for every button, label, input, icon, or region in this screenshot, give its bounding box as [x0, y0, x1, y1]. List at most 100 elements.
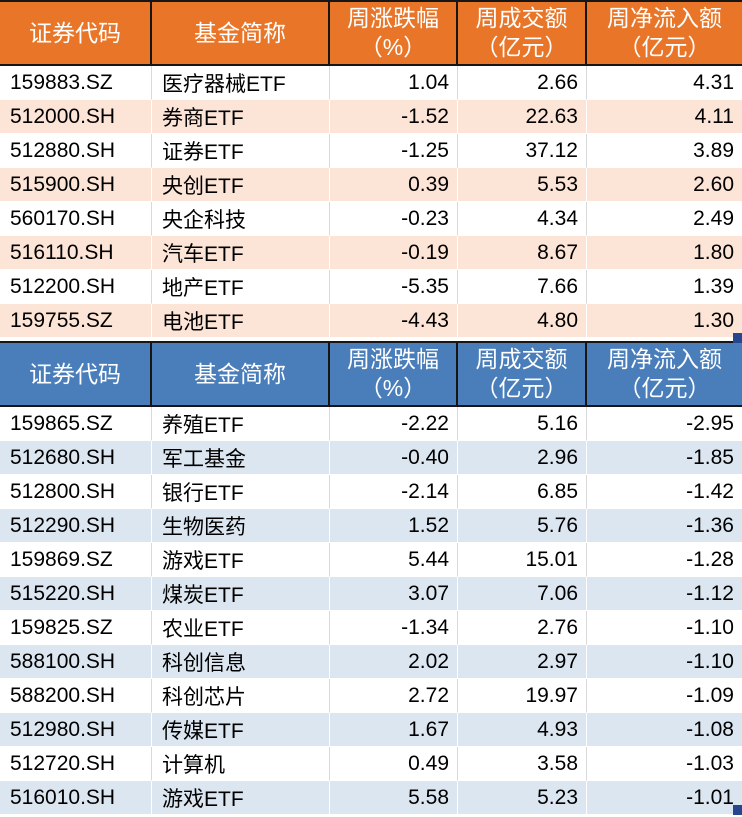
- fund-name-cell: 银行ETF: [152, 475, 330, 509]
- weekly-net-flow-cell: -1.10: [587, 645, 742, 679]
- table-row: 512720.SH 计算机 0.49 3.58 -1.03: [0, 747, 742, 781]
- weekly-change-cell: -2.14: [330, 475, 458, 509]
- col-header-label: 周涨跌幅: [347, 346, 439, 372]
- weekly-change-cell: 1.52: [330, 509, 458, 543]
- col-header-label: 周净流入额: [607, 346, 722, 372]
- fund-name-cell: 计算机: [152, 747, 330, 781]
- security-code-cell: 159869.SZ: [0, 543, 152, 577]
- security-code-cell: 512680.SH: [0, 441, 152, 475]
- col-header-sub: （%）: [359, 375, 427, 401]
- table-row: 512880.SH 证券ETF -1.25 37.12 3.89: [0, 134, 742, 168]
- security-code-cell: 515220.SH: [0, 577, 152, 611]
- weekly-change-cell: -0.19: [330, 236, 458, 270]
- fund-name-cell: 煤炭ETF: [152, 577, 330, 611]
- security-code-cell: 516010.SH: [0, 781, 152, 815]
- table-row: 159883.SZ 医疗器械ETF 1.04 2.66 4.31: [0, 66, 742, 100]
- weekly-change-cell: 3.07: [330, 577, 458, 611]
- weekly-net-flow-cell: 2.60: [587, 168, 742, 202]
- net-inflow-table: 证券代码 基金简称 周涨跌幅 （%） 周成交额 （亿元） 周净流入额 （: [0, 0, 742, 338]
- security-code-cell: 512720.SH: [0, 747, 152, 781]
- fund-name-cell: 农业ETF: [152, 611, 330, 645]
- col-header-label: 周净流入额: [607, 5, 722, 31]
- security-code-cell: 512880.SH: [0, 134, 152, 168]
- col-header-security-code: 证券代码: [0, 341, 152, 407]
- weekly-turnover-cell: 2.66: [458, 66, 587, 100]
- table-row: 159869.SZ 游戏ETF 5.44 15.01 -1.28: [0, 543, 742, 577]
- fund-name-cell: 生物医药: [152, 509, 330, 543]
- weekly-turnover-cell: 5.23: [458, 781, 587, 815]
- security-code-cell: 512980.SH: [0, 713, 152, 747]
- weekly-net-flow-cell: -1.03: [587, 747, 742, 781]
- weekly-net-flow-cell: -2.95: [587, 407, 742, 441]
- col-header-weekly-net-flow: 周净流入额 （亿元）: [587, 341, 742, 407]
- table-separator: [0, 338, 742, 341]
- weekly-turnover-cell: 3.58: [458, 747, 587, 781]
- weekly-net-flow-cell: 1.39: [587, 270, 742, 304]
- weekly-net-flow-cell: 1.80: [587, 236, 742, 270]
- weekly-turnover-cell: 4.93: [458, 713, 587, 747]
- inflow-header-row: 证券代码 基金简称 周涨跌幅 （%） 周成交额 （亿元） 周净流入额 （: [0, 0, 742, 66]
- security-code-cell: 512290.SH: [0, 509, 152, 543]
- table-row: 159825.SZ 农业ETF -1.34 2.76 -1.10: [0, 611, 742, 645]
- weekly-net-flow-cell: -1.85: [587, 441, 742, 475]
- fund-name-cell: 央创ETF: [152, 168, 330, 202]
- fund-name-cell: 科创芯片: [152, 679, 330, 713]
- weekly-turnover-cell: 5.53: [458, 168, 587, 202]
- weekly-net-flow-cell: -1.10: [587, 611, 742, 645]
- table-row: 159865.SZ 养殖ETF -2.22 5.16 -2.95: [0, 407, 742, 441]
- weekly-turnover-cell: 15.01: [458, 543, 587, 577]
- weekly-change-cell: -4.43: [330, 304, 458, 338]
- col-header-sub: （亿元）: [618, 375, 711, 401]
- col-header-sub: （亿元）: [475, 375, 568, 401]
- weekly-change-cell: 0.39: [330, 168, 458, 202]
- weekly-change-cell: -0.40: [330, 441, 458, 475]
- table-row: 588200.SH 科创芯片 2.72 19.97 -1.09: [0, 679, 742, 713]
- weekly-net-flow-cell: 1.30: [587, 304, 742, 338]
- fund-name-cell: 汽车ETF: [152, 236, 330, 270]
- weekly-turnover-cell: 19.97: [458, 679, 587, 713]
- weekly-turnover-cell: 6.85: [458, 475, 587, 509]
- weekly-turnover-cell: 22.63: [458, 100, 587, 134]
- fund-name-cell: 军工基金: [152, 441, 330, 475]
- weekly-net-flow-cell: 4.31: [587, 66, 742, 100]
- selection-drag-handle[interactable]: [733, 333, 742, 343]
- security-code-cell: 512800.SH: [0, 475, 152, 509]
- weekly-turnover-cell: 8.67: [458, 236, 587, 270]
- table-row: 159755.SZ 电池ETF -4.43 4.80 1.30: [0, 304, 742, 338]
- col-header-weekly-net-flow: 周净流入额 （亿元）: [587, 0, 742, 66]
- col-header-weekly-turnover: 周成交额 （亿元）: [458, 0, 587, 66]
- weekly-change-cell: -5.35: [330, 270, 458, 304]
- fund-name-cell: 游戏ETF: [152, 781, 330, 815]
- weekly-net-flow-cell: -1.09: [587, 679, 742, 713]
- weekly-turnover-cell: 5.76: [458, 509, 587, 543]
- fund-name-cell: 游戏ETF: [152, 543, 330, 577]
- selection-drag-handle[interactable]: [733, 805, 742, 815]
- weekly-net-flow-cell: -1.12: [587, 577, 742, 611]
- weekly-turnover-cell: 7.66: [458, 270, 587, 304]
- col-header-security-code: 证券代码: [0, 0, 152, 66]
- fund-name-cell: 医疗器械ETF: [152, 66, 330, 100]
- col-header-sub: （%）: [359, 34, 427, 60]
- weekly-turnover-cell: 2.76: [458, 611, 587, 645]
- security-code-cell: 512200.SH: [0, 270, 152, 304]
- fund-name-cell: 券商ETF: [152, 100, 330, 134]
- col-header-weekly-change: 周涨跌幅 （%）: [330, 341, 458, 407]
- weekly-change-cell: -1.52: [330, 100, 458, 134]
- col-header-fund-name: 基金简称: [152, 341, 330, 407]
- weekly-net-flow-cell: -1.08: [587, 713, 742, 747]
- col-header-fund-name: 基金简称: [152, 0, 330, 66]
- table-row: 515900.SH 央创ETF 0.39 5.53 2.60: [0, 168, 742, 202]
- weekly-change-cell: 1.67: [330, 713, 458, 747]
- weekly-turnover-cell: 5.16: [458, 407, 587, 441]
- weekly-change-cell: -1.25: [330, 134, 458, 168]
- fund-name-cell: 传媒ETF: [152, 713, 330, 747]
- table-row: 516110.SH 汽车ETF -0.19 8.67 1.80: [0, 236, 742, 270]
- weekly-change-cell: 2.02: [330, 645, 458, 679]
- weekly-net-flow-cell: -1.42: [587, 475, 742, 509]
- table-row: 512290.SH 生物医药 1.52 5.76 -1.36: [0, 509, 742, 543]
- col-header-weekly-change: 周涨跌幅 （%）: [330, 0, 458, 66]
- fund-name-cell: 证券ETF: [152, 134, 330, 168]
- outflow-header-row: 证券代码 基金简称 周涨跌幅 （%） 周成交额 （亿元） 周净流入额 （: [0, 341, 742, 407]
- col-header-label: 证券代码: [29, 360, 121, 387]
